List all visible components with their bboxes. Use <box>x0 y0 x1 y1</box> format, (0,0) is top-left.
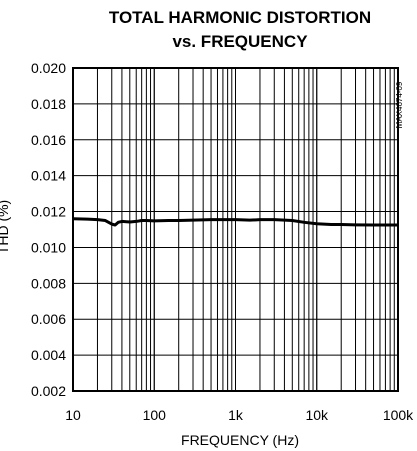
chart-title-line1: TOTAL HARMONIC DISTORTION <box>109 8 371 27</box>
x-tick-label: 1k <box>228 407 244 423</box>
x-tick-label: 10 <box>65 407 81 423</box>
x-tick-label: 100k <box>383 407 414 423</box>
y-tick-label: 0.014 <box>31 168 66 184</box>
x-tick-label: 10k <box>305 407 329 423</box>
y-tick-label: 0.018 <box>31 96 66 112</box>
x-tick-labels: 10 100 1k 10k 100k <box>65 407 414 423</box>
y-tick-label: 0.020 <box>31 60 66 76</box>
figure-code: MAX4674-09 <box>395 81 404 128</box>
y-axis-label: THD (%) <box>0 200 11 254</box>
x-axis-label: FREQUENCY (Hz) <box>181 432 299 448</box>
series-line-thd <box>72 217 398 227</box>
grid-lines <box>73 68 398 391</box>
series-layer <box>72 217 398 227</box>
plot-frame <box>72 67 399 392</box>
y-tick-label: 0.010 <box>31 239 66 255</box>
y-tick-label: 0.002 <box>31 383 66 399</box>
y-tick-label: 0.016 <box>31 132 66 148</box>
y-tick-label: 0.006 <box>31 311 66 327</box>
y-tick-label: 0.008 <box>31 275 66 291</box>
y-tick-label: 0.004 <box>31 347 66 363</box>
y-tick-labels: 0.002 0.004 0.006 0.008 0.010 0.012 0.014 0.016… <box>31 60 66 399</box>
x-tick-label: 100 <box>143 407 167 423</box>
y-tick-label: 0.012 <box>31 204 66 220</box>
chart-title-line2: vs. FREQUENCY <box>172 32 308 51</box>
